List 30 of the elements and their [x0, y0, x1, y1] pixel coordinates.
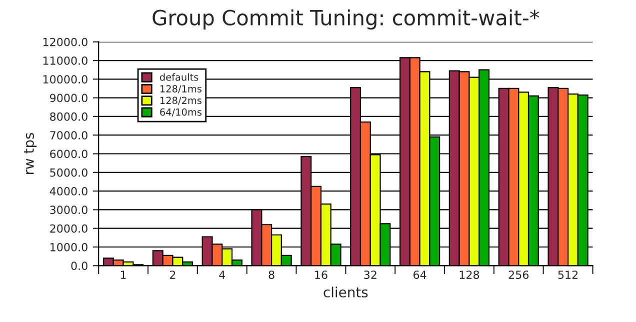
- legend-label: 64/10ms: [160, 108, 202, 117]
- x-tick-label: 1: [120, 270, 126, 279]
- y-tick-label: 9000.0: [50, 94, 88, 102]
- x-tick-label: 64: [414, 270, 426, 279]
- y-tick-label: 0.0: [71, 262, 88, 270]
- x-tick-label: 32: [364, 270, 376, 279]
- x-axis-title: clients: [324, 286, 368, 298]
- x-tick-label: 4: [219, 270, 226, 279]
- legend-label: 128/2ms: [160, 96, 202, 105]
- chart-title: Group Commit Tuning: commit-wait-*: [152, 9, 540, 30]
- y-tick-label: 4000.0: [50, 187, 88, 196]
- y-tick-label: 6000.0: [50, 150, 88, 158]
- y-tick-label: 5000.0: [50, 168, 88, 177]
- y-tick-label: 1000.0: [50, 242, 88, 252]
- x-tick-label: 16: [315, 270, 328, 279]
- x-tick-label: 256: [508, 270, 529, 279]
- y-axis-title: rw tps: [24, 132, 37, 174]
- x-tick-label: 128: [460, 270, 480, 279]
- y-tick-label: 12000.0: [43, 38, 88, 46]
- y-tick-label: 8000.0: [50, 112, 88, 121]
- y-tick-label: 10000.0: [43, 75, 88, 84]
- legend-label: defaults: [160, 73, 198, 81]
- x-tick-label: 512: [558, 270, 578, 279]
- legend-label: 128/1ms: [160, 85, 202, 94]
- x-tick-label: 2: [170, 270, 176, 279]
- y-tick-label: 11000.0: [43, 56, 88, 65]
- y-tick-label: 3000.0: [50, 206, 88, 214]
- y-tick-label: 7000.0: [50, 131, 88, 140]
- x-tick-label: 8: [268, 270, 274, 279]
- y-tick-label: 2000.0: [50, 224, 88, 233]
